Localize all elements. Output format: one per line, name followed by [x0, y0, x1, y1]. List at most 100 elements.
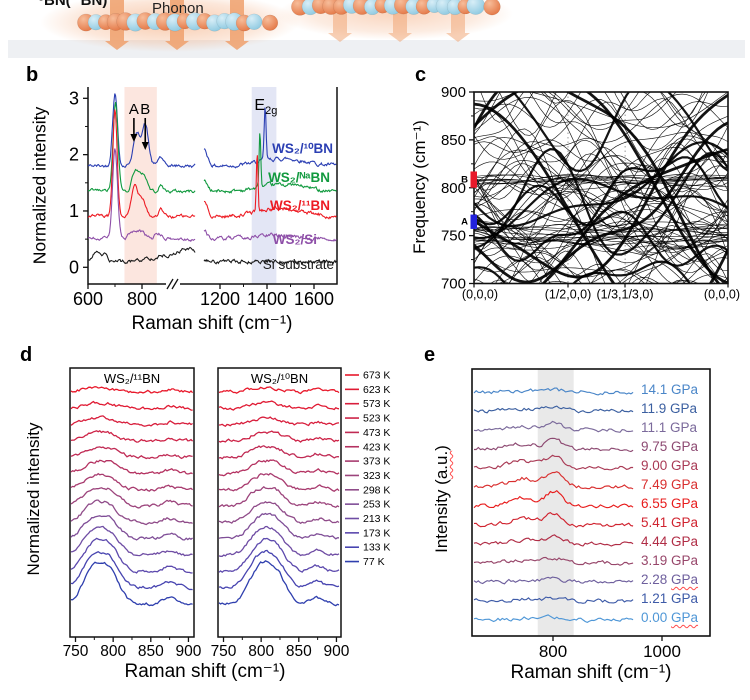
panel-e-xlabel: Raman shift (cm⁻¹) — [510, 662, 672, 683]
svg-text:750: 750 — [211, 643, 237, 660]
panel-d-legend-label-3: 523 K — [363, 413, 390, 425]
panel-d-spectrum-0-13 — [71, 561, 193, 607]
panel-d-title-0: WS₂/¹¹BN — [104, 371, 160, 386]
panel-b-spectrum-4 — [88, 246, 196, 265]
panel-e-spectrum-1 — [473, 405, 634, 414]
panel-e-letter: e — [424, 344, 436, 366]
panel-b-spectrum-0 — [88, 93, 196, 169]
panel-c-marker-A — [470, 214, 477, 229]
pressure-label-4: 9.00 GPa — [641, 458, 699, 473]
panel-e: 800 1000 — [471, 368, 711, 661]
panel-d-spectrum-0-0 — [70, 386, 194, 394]
svg-text:900: 900 — [324, 643, 350, 660]
panel-e-spectrum-11 — [473, 596, 634, 604]
panel-d-legend-label-1: 623 K — [363, 384, 390, 396]
svg-text:900: 900 — [441, 84, 466, 101]
phonon-arrow-icon — [328, 8, 352, 42]
panel-d-spectrum-1-4 — [218, 445, 340, 460]
panel-d-spectrum-1-2 — [218, 416, 340, 427]
panel-e-shaded-band — [537, 369, 574, 636]
pressure-label-0: 14.1 GPa — [641, 382, 699, 397]
panel-e-spectrum-5 — [473, 471, 634, 490]
panel-d-spectrum-1-1 — [218, 400, 340, 411]
panel-b-letter: b — [26, 64, 39, 86]
panel-b-series-label-2: WS₂/¹¹BN — [270, 198, 330, 213]
svg-text:1200: 1200 — [200, 289, 240, 309]
panel-d-legend-label-9: 253 K — [363, 499, 390, 511]
panel-d-spectrum-0-12 — [70, 550, 193, 591]
svg-text:1600: 1600 — [294, 289, 334, 309]
panel-d-spectrum-1-3 — [218, 430, 340, 443]
panel-b-curves — [88, 93, 337, 265]
panel-b-spectrum-2 — [203, 155, 337, 220]
panel-e-spectrum-10 — [473, 576, 634, 585]
panel-d-spectrum-0-1 — [70, 400, 193, 411]
panel-d-spectrum-0-7 — [70, 487, 193, 509]
svg-text:A: A — [461, 217, 468, 228]
panel-d-spectrum-1-0 — [218, 386, 340, 395]
panel-b-spectrum-3 — [88, 148, 196, 243]
panel-b-spectrum-1 — [203, 133, 337, 194]
panel-d-spectrum-1-5 — [218, 459, 340, 477]
svg-text:600: 600 — [73, 289, 103, 309]
phonon-label: Phonon — [152, 0, 204, 17]
panel-e-spectrum-3 — [474, 437, 634, 453]
panel-d-spectrum-0-3 — [70, 429, 194, 443]
panel-d-spectrum-1-8 — [218, 501, 340, 525]
pressure-label-10: 2.28 GPa — [641, 572, 699, 587]
panel-c-marker-B — [470, 171, 477, 188]
panel-b-spectrum-3 — [203, 229, 337, 242]
phonon-arrow-icon — [446, 8, 470, 42]
panel-d-legend-label-4: 473 K — [363, 427, 390, 439]
panel-b-series-label-0: WS₂/¹⁰BN — [272, 141, 333, 156]
svg-text:800: 800 — [539, 642, 567, 661]
panel-d-spectrum-1-13 — [218, 560, 340, 607]
panel-b-series-label-3: WS₂/Si — [273, 232, 317, 247]
panel-b: 0 1 2 3 600 800 1200 1400 1600 WS₂/¹⁰BN WS₂/ᴺᵃBN WS… — [69, 87, 338, 309]
panel-c-ylabel: Frequency (cm⁻¹) — [410, 120, 429, 254]
panel-c-letter: c — [415, 64, 427, 86]
panel-d-spectrum-1-7 — [218, 485, 340, 509]
panel-d-legend-label-7: 323 K — [363, 470, 390, 482]
pressure-label-6: 6.55 GPa — [641, 496, 699, 511]
panel-c-kpoint-label-1: (1/2,0,0) — [545, 288, 592, 302]
panel-d-spectrum-1-11 — [218, 537, 340, 574]
panel-c-kpoint-label-0: (0,0,0) — [462, 288, 498, 302]
svg-text:B: B — [461, 175, 468, 186]
panel-d-spectrum-1-9 — [218, 512, 339, 540]
panel-d-curves-1 — [218, 386, 340, 607]
svg-text:800: 800 — [127, 289, 157, 309]
svg-text:3: 3 — [69, 88, 79, 108]
svg-text:750: 750 — [441, 228, 466, 245]
svg-text:800: 800 — [100, 643, 126, 660]
pressure-label-1: 11.9 GPa — [641, 401, 698, 416]
panel-b-series-label-1: WS₂/ᴺᵃBN — [268, 170, 330, 185]
phonon-arrow-icon — [388, 8, 412, 42]
panel-d-legend: 673 K 623 K 573 K 523 K 473 K 423 K 373 K 323 K… — [345, 370, 390, 568]
svg-text:1: 1 — [69, 201, 79, 221]
panel-c-kpoint-label-2: (1/3,1/3,0) — [597, 288, 654, 302]
panel-e-ylabel-suffix: ) — [432, 445, 451, 451]
panel-a-illustration — [8, 0, 745, 58]
panel-d-legend-label-8: 298 K — [363, 484, 390, 496]
svg-text:2: 2 — [69, 145, 79, 165]
svg-text:850: 850 — [441, 132, 466, 149]
svg-text:850: 850 — [286, 643, 312, 660]
pressure-label-12: 0.00 GPa — [641, 610, 699, 625]
panel-e-spectrum-2 — [473, 420, 634, 433]
panel-e-spectrum-7 — [473, 512, 634, 528]
panel-b-xlabel: Raman shift (cm⁻¹) — [131, 313, 293, 334]
panel-d-spectrum-0-11 — [70, 537, 193, 574]
pressure-label-3: 9.75 GPa — [641, 439, 699, 454]
panel-e-spectrum-6 — [473, 489, 634, 509]
panel-d-spectrum-0-8 — [70, 499, 193, 526]
pressure-label-11: 1.21 GPa — [641, 591, 699, 606]
panel-d-spectrum-1-12 — [218, 549, 340, 590]
svg-text:850: 850 — [138, 643, 164, 660]
panel-d-spectrum-0-2 — [70, 415, 193, 427]
panel-b-spectrum-4 — [203, 258, 337, 265]
panel-d-spectrum-1-10 — [218, 525, 340, 557]
panel-e-ylabel: Intensity (a.u.) — [432, 399, 452, 599]
